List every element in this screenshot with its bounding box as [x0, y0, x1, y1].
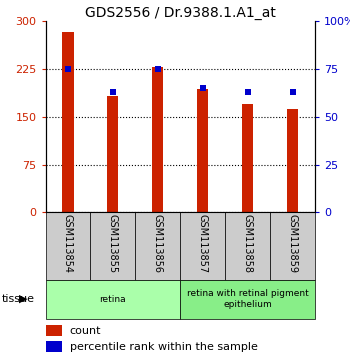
Text: ▶: ▶: [19, 294, 28, 304]
Text: retina with retinal pigment
epithelium: retina with retinal pigment epithelium: [187, 290, 308, 309]
Bar: [107, 96, 119, 212]
Bar: [46, 325, 62, 336]
Bar: [180, 280, 315, 319]
Bar: [242, 104, 253, 212]
Text: tissue: tissue: [2, 294, 35, 304]
Text: GSM113857: GSM113857: [198, 215, 208, 274]
Text: GSM113859: GSM113859: [288, 215, 298, 273]
Bar: [152, 67, 163, 212]
Text: GSM113855: GSM113855: [108, 215, 118, 274]
Bar: [90, 212, 135, 280]
Text: GSM113854: GSM113854: [63, 215, 73, 273]
Bar: [180, 212, 225, 280]
Text: GSM113856: GSM113856: [153, 215, 163, 273]
Bar: [225, 212, 270, 280]
Bar: [197, 90, 208, 212]
Text: percentile rank within the sample: percentile rank within the sample: [70, 342, 258, 352]
Text: count: count: [70, 326, 101, 336]
Bar: [46, 280, 180, 319]
Text: GSM113858: GSM113858: [243, 215, 253, 273]
Bar: [270, 212, 315, 280]
Bar: [62, 32, 74, 212]
Title: GDS2556 / Dr.9388.1.A1_at: GDS2556 / Dr.9388.1.A1_at: [85, 6, 276, 20]
Bar: [46, 341, 62, 353]
Bar: [46, 212, 90, 280]
Text: retina: retina: [99, 295, 126, 304]
Bar: [135, 212, 180, 280]
Bar: [287, 109, 298, 212]
